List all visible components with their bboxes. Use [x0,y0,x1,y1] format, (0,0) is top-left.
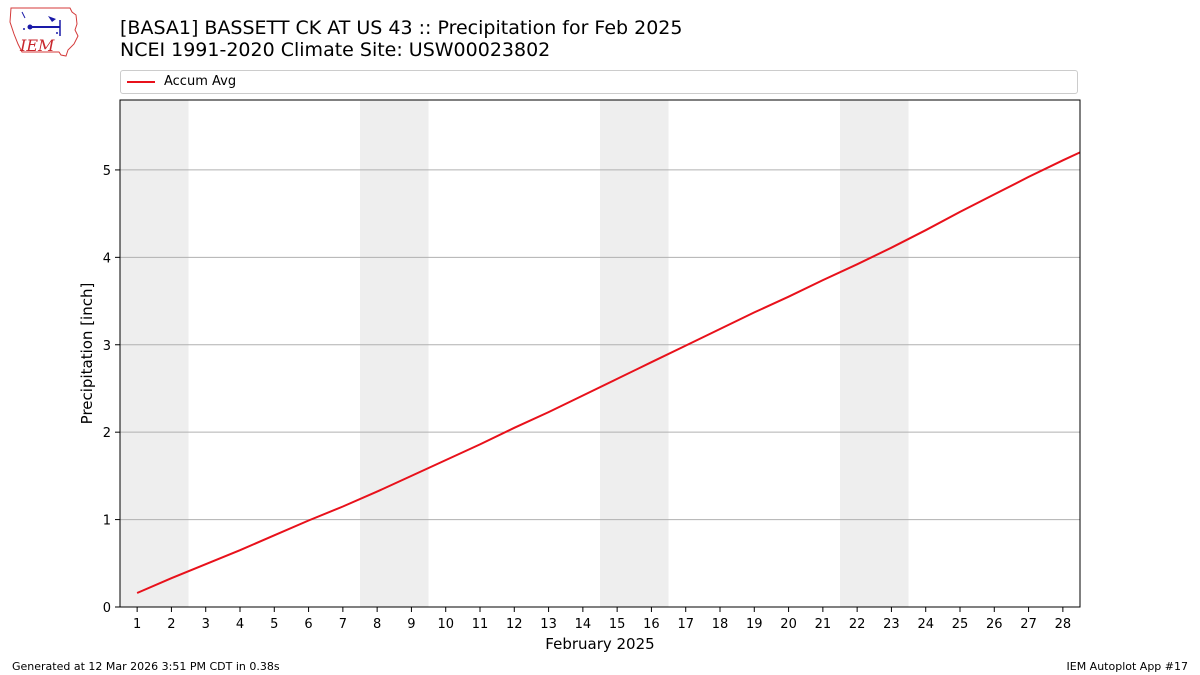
x-tick-label: 27 [1020,617,1037,632]
x-tick-label: 5 [270,617,278,632]
x-tick-label: 2 [167,617,175,632]
y-tick-label: 4 [103,251,111,266]
x-tick-label: 21 [815,617,832,632]
y-tick-label: 3 [103,339,111,354]
y-tick-label: 5 [103,164,111,179]
weekend-band [120,100,189,607]
x-tick-label: 13 [540,617,557,632]
weekend-band [840,100,909,607]
chart-title: [BASA1] BASSETT CK AT US 43 :: Precipita… [120,17,682,61]
x-tick-label: 8 [373,617,381,632]
x-tick-label: 10 [437,617,454,632]
x-tick-label: 20 [780,617,797,632]
iem-logo: IEM [9,7,79,57]
footer-app: IEM Autoplot App #17 [1066,660,1189,673]
logo-text: IEM [19,36,55,55]
x-tick-label: 17 [677,617,694,632]
x-tick-label: 12 [506,617,523,632]
x-tick-label: 14 [575,617,592,632]
x-tick-label: 19 [746,617,763,632]
y-axis-label: Precipitation [inch] [78,283,96,425]
x-tick-label: 26 [986,617,1003,632]
x-tick-label: 15 [609,617,626,632]
chart-title-line2: NCEI 1991-2020 Climate Site: USW00023802 [120,39,551,61]
x-tick-label: 1 [133,617,141,632]
legend-swatch [127,81,155,83]
weekend-band [600,100,669,607]
plot-frame [119,99,1081,608]
x-tick-label: 24 [917,617,934,632]
x-tick-label: 7 [339,617,347,632]
x-tick-label: 11 [472,617,489,632]
series-line-accum-avg [136,151,1081,594]
x-tick-label: 3 [202,617,210,632]
weekend-band [360,100,429,607]
x-tick-label: 16 [643,617,660,632]
y-tick-label: 0 [103,601,111,616]
y-tick-label: 2 [103,426,111,441]
x-tick-label: 28 [1055,617,1072,632]
x-tick-label: 6 [304,617,312,632]
x-axis-label: February 2025 [545,635,654,653]
x-tick-label: 25 [952,617,969,632]
footer-generated: Generated at 12 Mar 2026 3:51 PM CDT in … [12,660,280,673]
y-tick-label: 1 [103,514,111,529]
legend: Accum Avg [120,70,1078,94]
x-tick-label: 4 [236,617,244,632]
x-tick-label: 9 [407,617,415,632]
legend-label: Accum Avg [164,74,237,89]
x-tick-label: 22 [849,617,866,632]
x-tick-label: 18 [712,617,729,632]
x-tick-label: 23 [883,617,900,632]
chart-title-line1: [BASA1] BASSETT CK AT US 43 :: Precipita… [120,17,683,39]
